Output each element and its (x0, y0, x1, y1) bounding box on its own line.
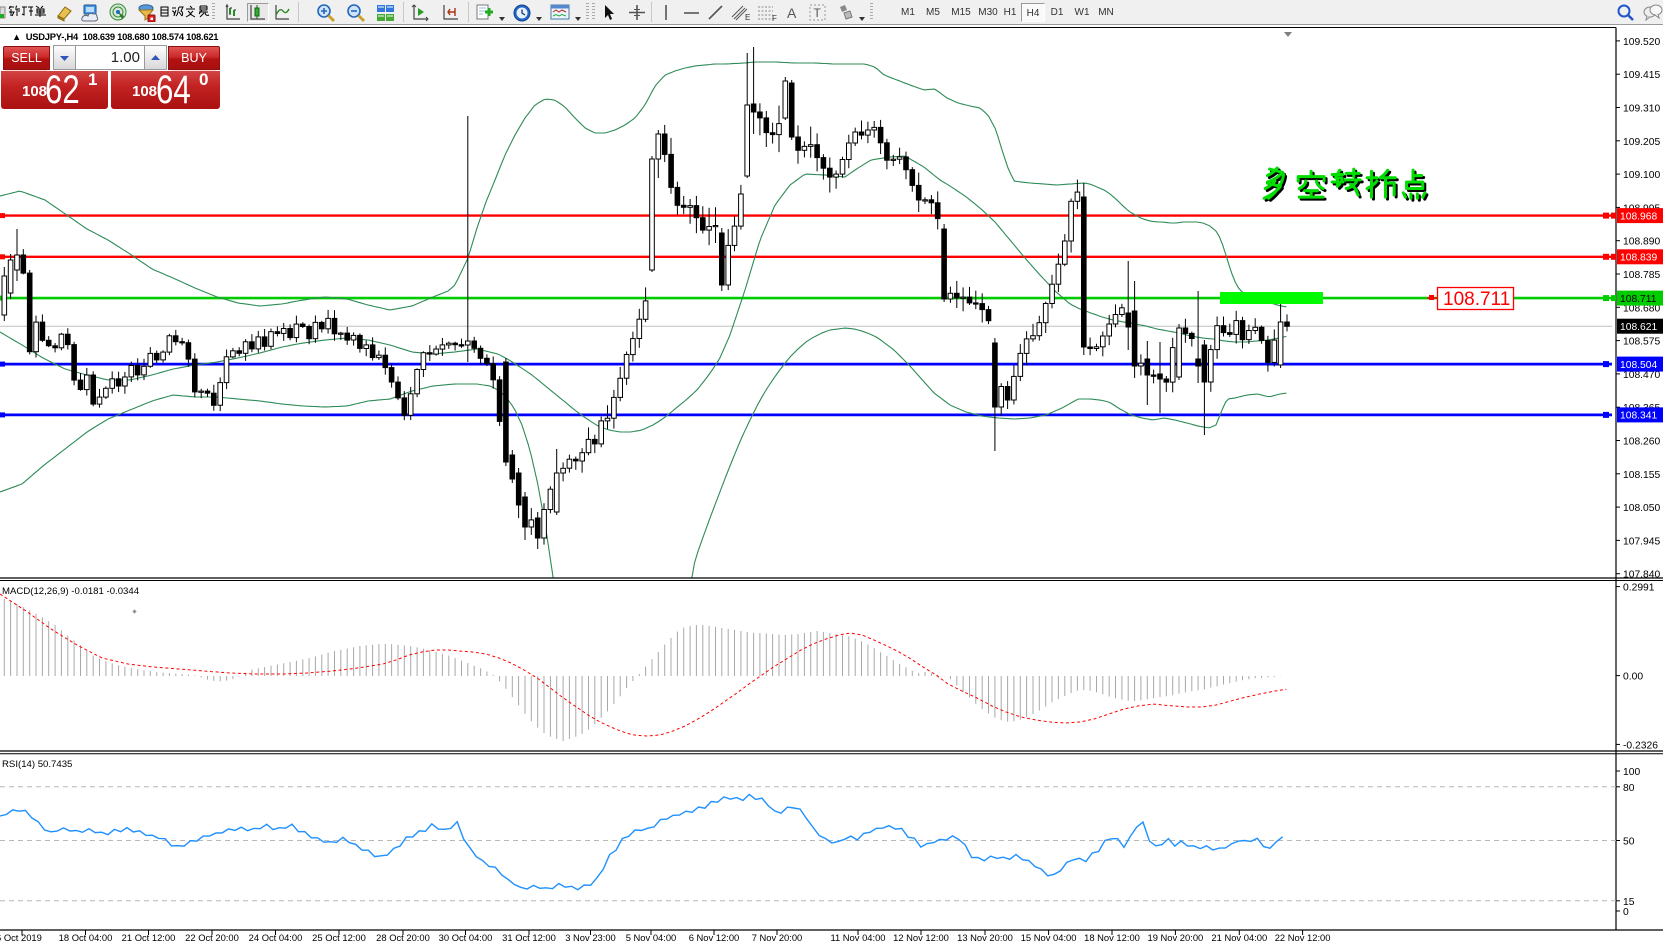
svg-text:18 Oct 04:00: 18 Oct 04:00 (59, 932, 113, 943)
svg-text:19 Nov 20:00: 19 Nov 20:00 (1148, 932, 1204, 943)
svg-text:109.520: 109.520 (1623, 37, 1660, 48)
svg-text:6 Oct 2019: 6 Oct 2019 (0, 932, 42, 943)
svg-text:22 Oct 20:00: 22 Oct 20:00 (185, 932, 239, 943)
svg-text:108.155: 108.155 (1623, 470, 1660, 481)
svg-text:6 Nov 12:00: 6 Nov 12:00 (689, 932, 740, 943)
svg-text:30 Oct 04:00: 30 Oct 04:00 (439, 932, 493, 943)
svg-text:108.050: 108.050 (1623, 503, 1660, 514)
svg-text:3 Nov 23:00: 3 Nov 23:00 (565, 932, 616, 943)
svg-text:A: A (787, 5, 797, 21)
svg-text:108.711: 108.711 (1443, 289, 1510, 310)
svg-text:12 Nov 12:00: 12 Nov 12:00 (893, 932, 949, 943)
svg-text:109.310: 109.310 (1623, 104, 1660, 115)
svg-text:108.260: 108.260 (1623, 437, 1660, 448)
svg-text:108.680: 108.680 (1623, 303, 1660, 314)
svg-text:F: F (772, 14, 777, 22)
svg-text:21 Oct 12:00: 21 Oct 12:00 (122, 932, 176, 943)
svg-text:MACD(12,26,9) -0.0181 -0.0344: MACD(12,26,9) -0.0181 -0.0344 (2, 586, 140, 597)
svg-text:0.00: 0.00 (1623, 672, 1643, 683)
svg-text:-0.2326: -0.2326 (1623, 740, 1658, 751)
svg-text:22 Nov 12:00: 22 Nov 12:00 (1275, 932, 1331, 943)
svg-text:0: 0 (1623, 907, 1629, 918)
svg-text:28 Oct 20:00: 28 Oct 20:00 (376, 932, 430, 943)
svg-text:21 Nov 04:00: 21 Nov 04:00 (1211, 932, 1267, 943)
svg-text:108.711: 108.711 (1620, 294, 1657, 305)
svg-text:RSI(14) 50.7435: RSI(14) 50.7435 (2, 759, 72, 770)
svg-text:108.785: 108.785 (1623, 270, 1660, 281)
svg-text:80: 80 (1623, 783, 1635, 794)
svg-text:107.945: 107.945 (1623, 536, 1660, 547)
svg-text:18 Nov 12:00: 18 Nov 12:00 (1084, 932, 1140, 943)
svg-text:108.504: 108.504 (1620, 360, 1657, 371)
svg-text:109.100: 109.100 (1623, 170, 1660, 181)
svg-text:108.470: 108.470 (1623, 370, 1660, 381)
svg-text:109.205: 109.205 (1623, 137, 1660, 148)
svg-text:108.341: 108.341 (1620, 411, 1657, 422)
svg-text:13 Nov 20:00: 13 Nov 20:00 (957, 932, 1013, 943)
svg-text:108.968: 108.968 (1620, 211, 1657, 222)
svg-text:11 Nov 04:00: 11 Nov 04:00 (830, 932, 885, 943)
svg-text:0.2991: 0.2991 (1623, 583, 1655, 594)
svg-text:25 Oct 12:00: 25 Oct 12:00 (312, 932, 366, 943)
svg-text:108.621: 108.621 (1620, 322, 1657, 333)
svg-text:108.575: 108.575 (1623, 337, 1660, 348)
svg-text:100: 100 (1623, 767, 1640, 778)
svg-text:107.840: 107.840 (1623, 570, 1660, 581)
svg-text:108.890: 108.890 (1623, 237, 1660, 248)
svg-text:109.415: 109.415 (1623, 70, 1660, 81)
svg-text:24 Oct 04:00: 24 Oct 04:00 (249, 932, 303, 943)
svg-text:7 Nov 20:00: 7 Nov 20:00 (752, 932, 803, 943)
svg-text:15: 15 (1623, 897, 1635, 908)
svg-text:15 Nov 04:00: 15 Nov 04:00 (1021, 932, 1077, 943)
svg-text:31 Oct 12:00: 31 Oct 12:00 (502, 932, 556, 943)
svg-text:50: 50 (1623, 837, 1635, 848)
svg-text:108.839: 108.839 (1620, 253, 1657, 264)
svg-text:T: T (814, 6, 822, 20)
svg-text:5 Nov 04:00: 5 Nov 04:00 (626, 932, 677, 943)
svg-text:E: E (745, 13, 750, 22)
